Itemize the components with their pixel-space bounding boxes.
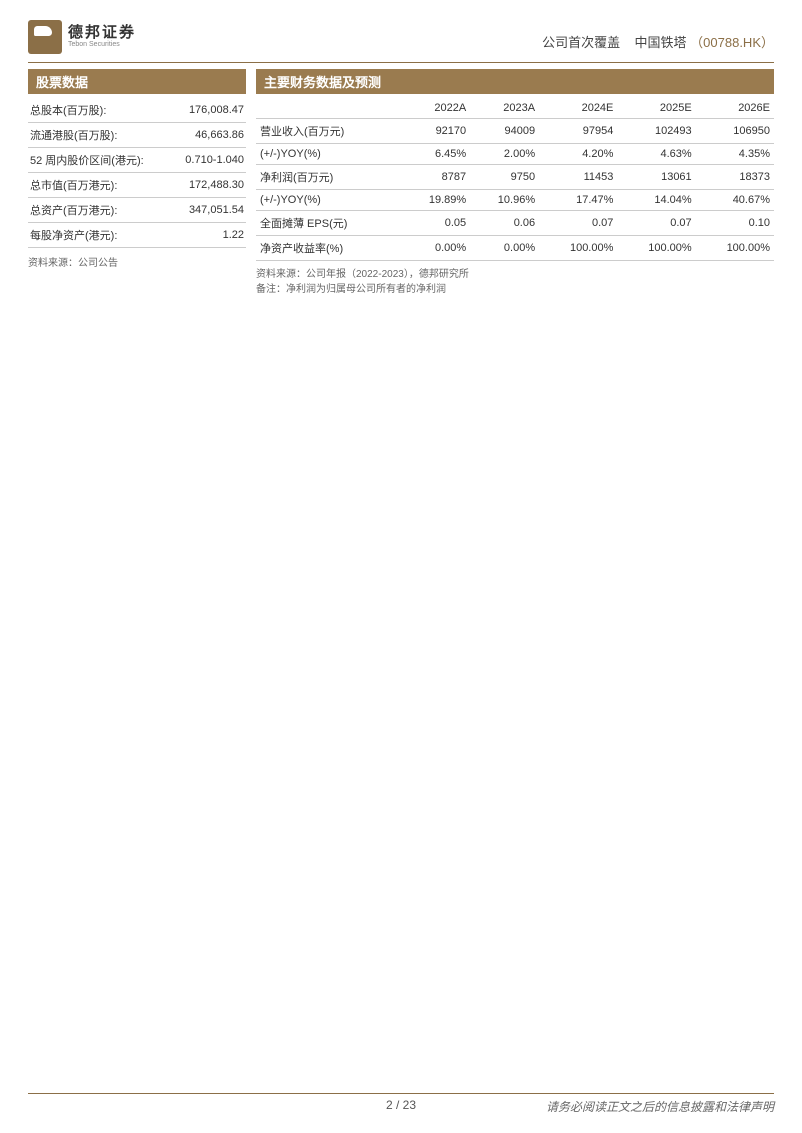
cell-value: 0.05	[401, 211, 470, 236]
cell-value: 2.00%	[470, 144, 539, 165]
footer-disclaimer: 请务必阅读正文之后的信息披露和法律声明	[546, 1098, 774, 1115]
header-rule	[28, 62, 774, 63]
cell-value: 100.00%	[617, 236, 695, 261]
column-header: 2026E	[696, 98, 774, 119]
financial-table: 2022A2023A2024E2025E2026E 营业收入(百万元)92170…	[256, 98, 774, 261]
row-label: 营业收入(百万元)	[256, 119, 401, 144]
cell-value: 4.20%	[539, 144, 617, 165]
table-row: 净资产收益率(%)0.00%0.00%100.00%100.00%100.00%	[256, 236, 774, 261]
table-row: (+/-)YOY(%)6.45%2.00%4.20%4.63%4.35%	[256, 144, 774, 165]
row-label: (+/-)YOY(%)	[256, 144, 401, 165]
cell-value: 13061	[617, 165, 695, 190]
stock-label: 每股净资产(港元):	[28, 223, 170, 248]
cell-value: 19.89%	[401, 190, 470, 211]
header-right: 公司首次覆盖 中国铁塔 （00788.HK）	[542, 20, 774, 51]
company-name: 中国铁塔	[635, 35, 687, 50]
financial-note: 备注：净利润为归属母公司所有者的净利润	[256, 282, 774, 297]
cell-value: 94009	[470, 119, 539, 144]
stock-value: 1.22	[170, 223, 246, 248]
row-label: 全面摊薄 EPS(元)	[256, 211, 401, 236]
table-row: 每股净资产(港元):1.22	[28, 223, 246, 248]
stock-value: 176,008.47	[170, 98, 246, 123]
financial-title: 主要财务数据及预测	[256, 69, 774, 94]
table-row: 净利润(百万元)87879750114531306118373	[256, 165, 774, 190]
cell-value: 97954	[539, 119, 617, 144]
cell-value: 4.35%	[696, 144, 774, 165]
row-label: (+/-)YOY(%)	[256, 190, 401, 211]
stock-label: 总资产(百万港元):	[28, 198, 170, 223]
stock-data-title: 股票数据	[28, 69, 246, 94]
stock-data-table: 总股本(百万股):176,008.47流通港股(百万股):46,663.8652…	[28, 98, 246, 248]
stock-label: 流通港股(百万股):	[28, 123, 170, 148]
table-row: 全面摊薄 EPS(元)0.050.060.070.070.10	[256, 211, 774, 236]
cell-value: 10.96%	[470, 190, 539, 211]
table-row: 52 周内股价区间(港元):0.710-1.040	[28, 148, 246, 173]
cell-value: 40.67%	[696, 190, 774, 211]
coverage-label: 公司首次覆盖	[542, 35, 620, 50]
page-header: 德邦证券 Tebon Securities 公司首次覆盖 中国铁塔 （00788…	[28, 20, 774, 54]
logo: 德邦证券 Tebon Securities	[28, 20, 136, 54]
stock-label: 总市值(百万港元):	[28, 173, 170, 198]
cell-value: 17.47%	[539, 190, 617, 211]
cell-value: 6.45%	[401, 144, 470, 165]
cell-value: 0.07	[539, 211, 617, 236]
stock-label: 52 周内股价区间(港元):	[28, 148, 170, 173]
cell-value: 0.07	[617, 211, 695, 236]
cell-value: 100.00%	[696, 236, 774, 261]
logo-text-cn: 德邦证券	[68, 25, 136, 42]
column-header: 2022A	[401, 98, 470, 119]
cell-value: 100.00%	[539, 236, 617, 261]
table-row: 总股本(百万股):176,008.47	[28, 98, 246, 123]
column-header: 2025E	[617, 98, 695, 119]
cell-value: 106950	[696, 119, 774, 144]
column-header: 2024E	[539, 98, 617, 119]
logo-text-en: Tebon Securities	[68, 41, 136, 49]
cell-value: 11453	[539, 165, 617, 190]
table-row: 流通港股(百万股):46,663.86	[28, 123, 246, 148]
cell-value: 0.00%	[401, 236, 470, 261]
table-row: 总市值(百万港元):172,488.30	[28, 173, 246, 198]
table-row: 总资产(百万港元):347,051.54	[28, 198, 246, 223]
financial-source: 资料来源：公司年报（2022-2023），德邦研究所	[256, 267, 774, 282]
page-number: 2 / 23	[386, 1098, 416, 1112]
cell-value: 0.00%	[470, 236, 539, 261]
cell-value: 18373	[696, 165, 774, 190]
table-row: 营业收入(百万元)921709400997954102493106950	[256, 119, 774, 144]
stock-value: 46,663.86	[170, 123, 246, 148]
cell-value: 4.63%	[617, 144, 695, 165]
logo-icon	[28, 20, 62, 54]
cell-value: 8787	[401, 165, 470, 190]
stock-value: 172,488.30	[170, 173, 246, 198]
table-row: (+/-)YOY(%)19.89%10.96%17.47%14.04%40.67…	[256, 190, 774, 211]
stock-value: 347,051.54	[170, 198, 246, 223]
cell-value: 102493	[617, 119, 695, 144]
cell-value: 9750	[470, 165, 539, 190]
row-label: 净利润(百万元)	[256, 165, 401, 190]
page-footer: 2 / 23 请务必阅读正文之后的信息披露和法律声明	[28, 1093, 774, 1115]
row-label: 净资产收益率(%)	[256, 236, 401, 261]
stock-value: 0.710-1.040	[170, 148, 246, 173]
cell-value: 0.06	[470, 211, 539, 236]
stock-source: 资料来源：公司公告	[28, 254, 246, 269]
column-header: 2023A	[470, 98, 539, 119]
cell-value: 92170	[401, 119, 470, 144]
cell-value: 0.10	[696, 211, 774, 236]
ticker: （00788.HK）	[690, 35, 774, 50]
column-header	[256, 98, 401, 119]
cell-value: 14.04%	[617, 190, 695, 211]
stock-label: 总股本(百万股):	[28, 98, 170, 123]
